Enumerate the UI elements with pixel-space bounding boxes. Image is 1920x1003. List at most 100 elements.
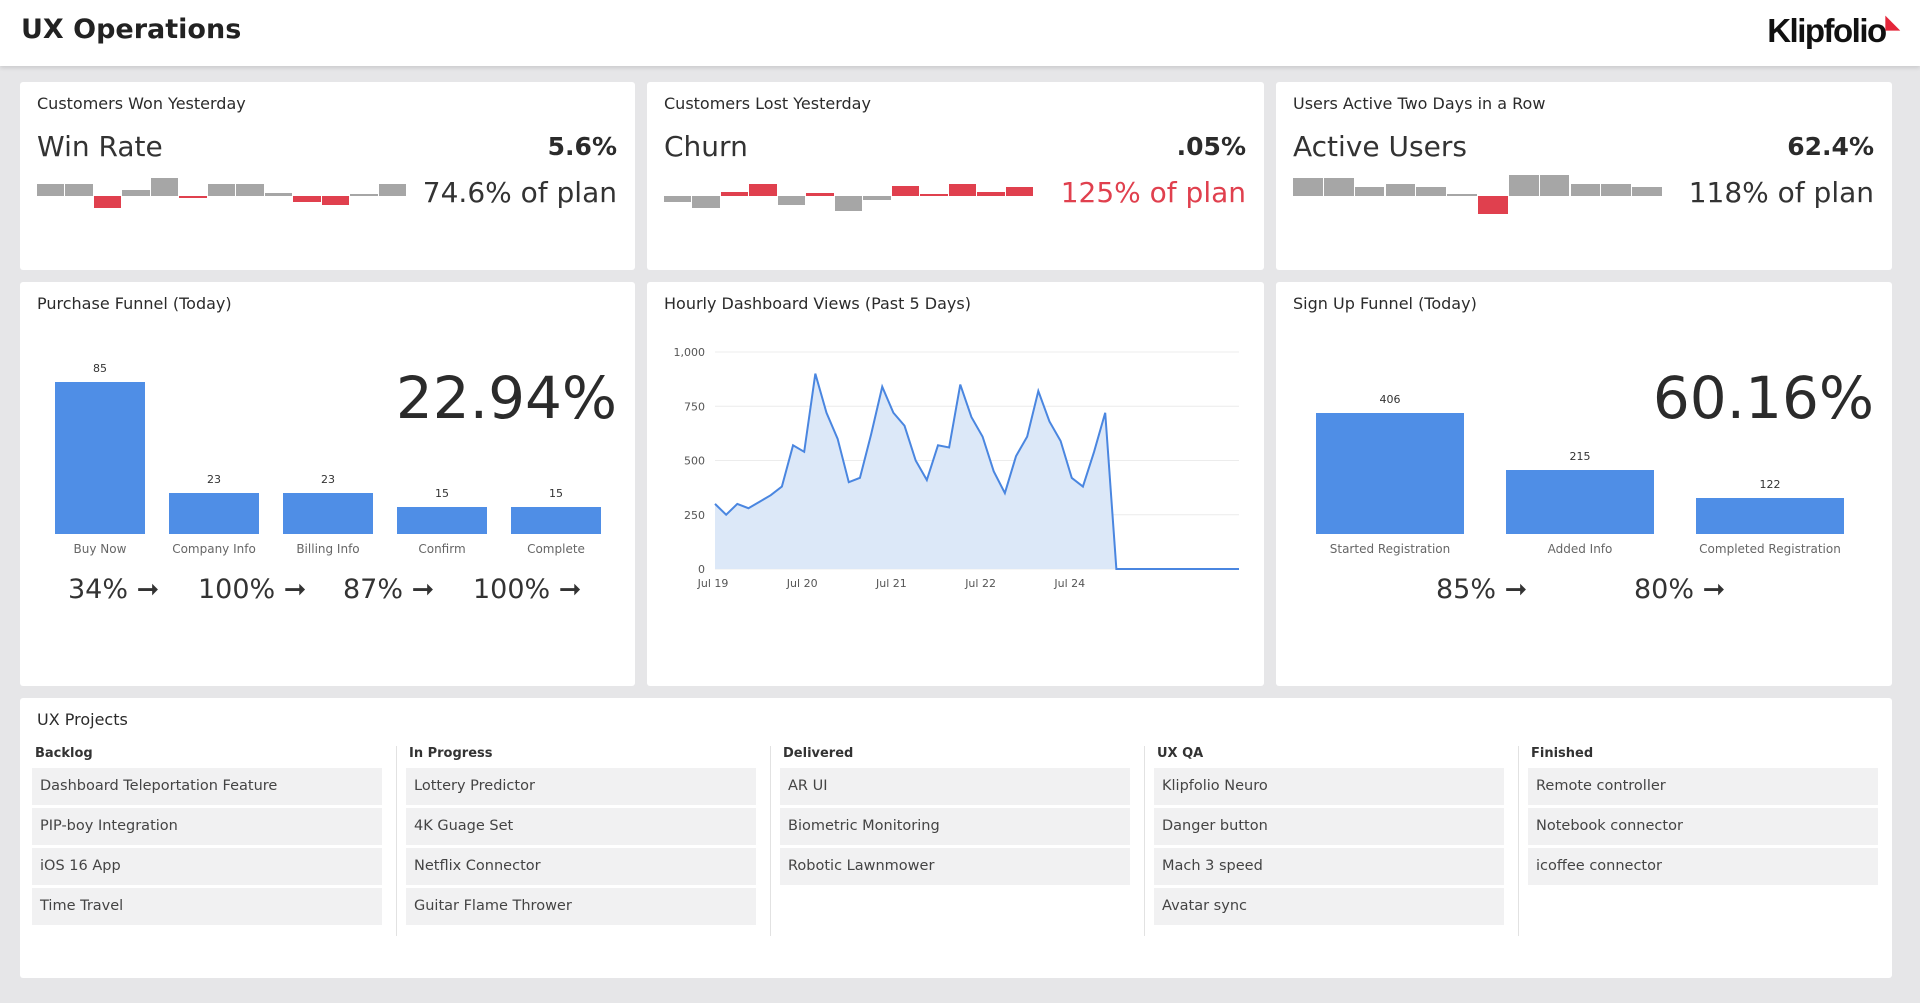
project-card[interactable]: Notebook connector bbox=[1528, 808, 1878, 845]
project-card[interactable]: Avatar sync bbox=[1154, 888, 1504, 925]
column-header: Delivered bbox=[783, 746, 854, 761]
x-tick-label: Jul 20 bbox=[786, 577, 818, 590]
y-tick-label: 500 bbox=[684, 455, 705, 468]
bar-value: 23 bbox=[321, 472, 335, 486]
spark-bar bbox=[321, 196, 350, 205]
spark-bar bbox=[977, 192, 1005, 196]
spark-bar bbox=[749, 184, 777, 196]
column-divider bbox=[1144, 746, 1145, 936]
funnel-total: 60.16% bbox=[1652, 364, 1874, 432]
project-card[interactable]: Biometric Monitoring bbox=[780, 808, 1130, 845]
kpi-value: 62.4% bbox=[1787, 132, 1874, 161]
spark-bar bbox=[1478, 196, 1508, 214]
bar-label: Company Info bbox=[172, 542, 256, 556]
spark-bar bbox=[834, 196, 863, 211]
spark-bar bbox=[948, 184, 977, 196]
bar-value: 85 bbox=[93, 362, 107, 375]
conversion-rate: 85% ➞ bbox=[1436, 574, 1528, 605]
bar-label: Added Info bbox=[1547, 542, 1613, 556]
spark-bar bbox=[1005, 187, 1033, 196]
project-card[interactable]: Remote controller bbox=[1528, 768, 1878, 805]
y-tick-label: 1,000 bbox=[674, 346, 706, 359]
kpi-value: .05% bbox=[1176, 132, 1246, 161]
spark-bar bbox=[1354, 187, 1385, 196]
spark-bar bbox=[920, 194, 948, 196]
spark-bar bbox=[207, 184, 236, 196]
series-line bbox=[714, 373, 1239, 570]
bar-label: Confirm bbox=[418, 542, 466, 556]
project-card[interactable]: AR UI bbox=[780, 768, 1130, 805]
project-card[interactable]: icoffee connector bbox=[1528, 848, 1878, 885]
ux-projects-card: UX Projects Backlog Dashboard Teleportati… bbox=[20, 698, 1892, 978]
column-divider bbox=[1518, 746, 1519, 936]
column-header: In Progress bbox=[409, 746, 493, 761]
project-card[interactable]: PIP-boy Integration bbox=[32, 808, 382, 845]
funnel-total: 22.94% bbox=[395, 364, 617, 432]
sparkline bbox=[1293, 174, 1663, 224]
project-card[interactable]: Dashboard Teleportation Feature bbox=[32, 768, 382, 805]
purchase-funnel-chart: 85 Buy Now 23 Company Info 23 Billing Info 15 C… bbox=[55, 352, 620, 556]
project-card[interactable]: 4K Guage Set bbox=[406, 808, 756, 845]
spark-bar bbox=[1508, 175, 1539, 196]
sparkline bbox=[664, 174, 1034, 224]
spark-bar bbox=[65, 184, 93, 196]
project-column: UX QA Klipfolio Neuro Danger button Mach 3 … bbox=[1154, 746, 1504, 928]
spark-bar bbox=[806, 193, 834, 196]
conversion-rate: 87% ➞ bbox=[343, 574, 435, 605]
spark-bar bbox=[664, 196, 692, 202]
spark-bar bbox=[1570, 184, 1601, 196]
spark-bar bbox=[236, 184, 264, 196]
page-title: UX Operations bbox=[21, 14, 242, 45]
column-divider bbox=[396, 746, 397, 936]
project-column: Delivered AR UI Biometric Monitoring Roboti… bbox=[780, 746, 1130, 888]
funnel-bar bbox=[511, 507, 601, 534]
card-title: Sign Up Funnel (Today) bbox=[1293, 294, 1477, 313]
x-tick-label: Jul 24 bbox=[1053, 577, 1085, 590]
project-card[interactable]: Lottery Predictor bbox=[406, 768, 756, 805]
bar-value: 122 bbox=[1759, 477, 1781, 491]
bar-label: Started Registration bbox=[1329, 542, 1451, 556]
header: UX Operations Klipfolio◣ bbox=[0, 0, 1920, 66]
bar-value: 23 bbox=[207, 472, 221, 486]
spark-bar bbox=[293, 196, 321, 202]
project-card[interactable]: Netflix Connector bbox=[406, 848, 756, 885]
funnel-bar bbox=[55, 382, 145, 534]
kpi-card: Customers Lost Yesterday Churn .05% 125% of… bbox=[647, 82, 1264, 270]
funnel-bar bbox=[397, 507, 487, 534]
project-column: In Progress Lottery Predictor 4K Guage Set… bbox=[406, 746, 756, 928]
spark-bar bbox=[1416, 187, 1447, 196]
card-title: Users Active Two Days in a Row bbox=[1293, 94, 1546, 113]
conversion-rate: 34% ➞ bbox=[68, 574, 160, 605]
spark-bar bbox=[692, 196, 720, 208]
y-tick-label: 0 bbox=[698, 563, 705, 576]
project-card[interactable]: Mach 3 speed bbox=[1154, 848, 1504, 885]
bar-value: 15 bbox=[549, 487, 563, 501]
spark-bar bbox=[1539, 175, 1570, 196]
spark-bar bbox=[1323, 178, 1354, 196]
kpi-label: Active Users bbox=[1293, 130, 1467, 163]
card-title: Customers Won Yesterday bbox=[37, 94, 246, 113]
funnel-bar bbox=[1316, 413, 1464, 534]
project-card[interactable]: iOS 16 App bbox=[32, 848, 382, 885]
column-divider bbox=[770, 746, 771, 936]
spark-bar bbox=[720, 192, 749, 196]
spark-bar bbox=[1447, 194, 1477, 196]
project-card[interactable]: Klipfolio Neuro bbox=[1154, 768, 1504, 805]
spark-bar bbox=[863, 196, 891, 200]
bar-label: Completed Registration bbox=[1699, 542, 1841, 556]
x-tick-label: Jul 19 bbox=[697, 577, 729, 590]
project-card[interactable]: Danger button bbox=[1154, 808, 1504, 845]
spark-bar bbox=[122, 190, 150, 196]
funnel-bar bbox=[283, 492, 373, 534]
spark-bar bbox=[1293, 178, 1323, 196]
bar-label: Buy Now bbox=[73, 542, 127, 556]
project-card[interactable]: Robotic Lawnmower bbox=[780, 848, 1130, 885]
spark-bar bbox=[891, 185, 920, 196]
bar-value: 15 bbox=[435, 487, 449, 501]
project-card[interactable]: Guitar Flame Thrower bbox=[406, 888, 756, 925]
card-title: Hourly Dashboard Views (Past 5 Days) bbox=[664, 294, 971, 313]
kpi-label: Churn bbox=[664, 130, 748, 163]
funnel-bar bbox=[1506, 469, 1654, 534]
project-card[interactable]: Time Travel bbox=[32, 888, 382, 925]
project-column: Backlog Dashboard Teleportation Feature PI… bbox=[32, 746, 382, 928]
